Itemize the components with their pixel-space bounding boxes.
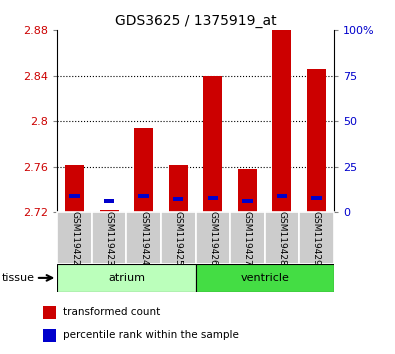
- Bar: [169, 165, 188, 212]
- Bar: [57, 264, 196, 292]
- Bar: [307, 69, 326, 212]
- Text: GSM119423: GSM119423: [105, 211, 114, 266]
- Bar: [134, 128, 153, 212]
- Bar: [126, 212, 161, 264]
- Bar: [92, 212, 126, 264]
- Text: ventricle: ventricle: [240, 273, 289, 283]
- Bar: [100, 210, 118, 212]
- Bar: [57, 212, 92, 264]
- Bar: [230, 212, 265, 264]
- Bar: [203, 76, 222, 212]
- Text: transformed count: transformed count: [63, 307, 160, 318]
- Bar: [242, 199, 252, 203]
- Text: GSM119425: GSM119425: [174, 211, 183, 266]
- Bar: [238, 169, 257, 212]
- Title: GDS3625 / 1375919_at: GDS3625 / 1375919_at: [115, 14, 276, 28]
- Bar: [161, 212, 196, 264]
- Text: GSM119429: GSM119429: [312, 211, 321, 266]
- Bar: [311, 196, 322, 200]
- Bar: [196, 212, 230, 264]
- Bar: [265, 212, 299, 264]
- Bar: [104, 199, 114, 203]
- Text: GSM119428: GSM119428: [277, 211, 286, 266]
- Text: percentile rank within the sample: percentile rank within the sample: [63, 330, 239, 341]
- Bar: [277, 194, 287, 199]
- Bar: [70, 194, 80, 199]
- Text: tissue: tissue: [2, 273, 35, 283]
- Bar: [208, 196, 218, 200]
- Text: atrium: atrium: [108, 273, 145, 283]
- Bar: [196, 264, 334, 292]
- Text: GSM119426: GSM119426: [208, 211, 217, 266]
- Bar: [273, 28, 292, 212]
- Text: GSM119422: GSM119422: [70, 211, 79, 266]
- Bar: [43, 329, 56, 342]
- Bar: [139, 194, 149, 199]
- Bar: [299, 212, 334, 264]
- Bar: [65, 165, 84, 212]
- Bar: [43, 306, 56, 319]
- Text: GSM119424: GSM119424: [139, 211, 148, 266]
- Text: GSM119427: GSM119427: [243, 211, 252, 266]
- Bar: [173, 197, 183, 201]
